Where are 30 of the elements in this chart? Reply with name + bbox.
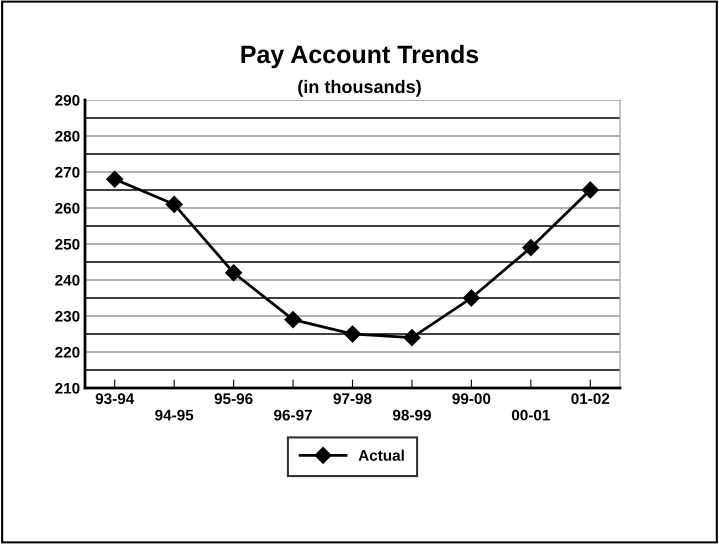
x-tick-label: 93-94 <box>96 393 134 404</box>
point <box>582 181 599 199</box>
chart-subtitle: (in thousands) <box>298 80 421 97</box>
point <box>344 325 362 343</box>
point <box>284 311 302 328</box>
y-tick-label: 210 <box>55 382 80 394</box>
point <box>106 170 124 188</box>
y-tick-label: 290 <box>55 94 80 106</box>
y-tick-label: 260 <box>55 202 80 214</box>
y-tick-label: 250 <box>55 238 80 250</box>
chart-title: Pay Account Trends <box>241 44 478 68</box>
point <box>522 239 540 256</box>
point <box>462 289 480 307</box>
y-tick-label: 230 <box>55 310 80 322</box>
x-tick-label: 94-95 <box>155 410 194 421</box>
legend-label: Actual <box>358 450 404 461</box>
x-tick-label: 96-97 <box>274 410 312 421</box>
y-tick-label: 280 <box>55 130 80 142</box>
point <box>403 329 420 346</box>
x-tick-label: 98-99 <box>392 410 431 421</box>
x-tick-label: 97-98 <box>333 393 372 404</box>
x-tick-label: 00-01 <box>512 410 550 421</box>
x-tick-label: 95-96 <box>214 393 253 404</box>
x-tick-label: 99-00 <box>452 393 490 404</box>
x-tick-label: 01-02 <box>571 393 610 404</box>
point <box>166 196 183 213</box>
point <box>225 264 242 282</box>
y-tick-label: 240 <box>55 274 80 286</box>
y-tick-label: 270 <box>55 166 80 178</box>
y-tick-label: 220 <box>55 346 80 358</box>
